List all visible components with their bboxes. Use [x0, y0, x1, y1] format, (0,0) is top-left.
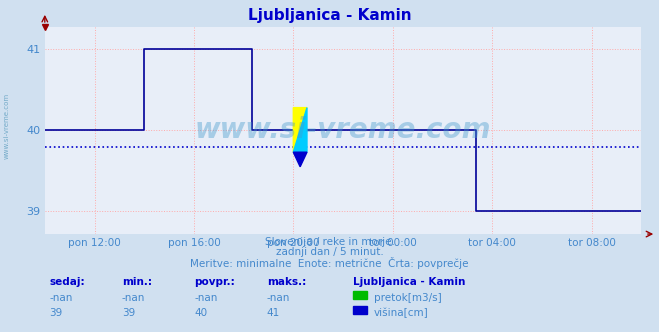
Polygon shape	[293, 108, 307, 152]
Text: Ljubljanica - Kamin: Ljubljanica - Kamin	[353, 277, 465, 287]
Polygon shape	[293, 152, 307, 167]
Text: maks.:: maks.:	[267, 277, 306, 287]
Text: www.si-vreme.com: www.si-vreme.com	[3, 93, 10, 159]
Text: zadnji dan / 5 minut.: zadnji dan / 5 minut.	[275, 247, 384, 257]
Text: -nan: -nan	[49, 293, 72, 303]
Text: Slovenija / reke in morje.: Slovenija / reke in morje.	[264, 237, 395, 247]
Text: Meritve: minimalne  Enote: metrične  Črta: povprečje: Meritve: minimalne Enote: metrične Črta:…	[190, 257, 469, 269]
Text: -nan: -nan	[267, 293, 290, 303]
Text: -nan: -nan	[122, 293, 145, 303]
Text: višina[cm]: višina[cm]	[374, 308, 428, 318]
Text: povpr.:: povpr.:	[194, 277, 235, 287]
Text: sedaj:: sedaj:	[49, 277, 85, 287]
Text: pretok[m3/s]: pretok[m3/s]	[374, 293, 442, 303]
Text: www.si-vreme.com: www.si-vreme.com	[195, 116, 491, 144]
Text: 39: 39	[122, 308, 135, 318]
Text: -nan: -nan	[194, 293, 217, 303]
Text: min.:: min.:	[122, 277, 152, 287]
Polygon shape	[293, 108, 307, 152]
Text: 40: 40	[194, 308, 208, 318]
Text: Ljubljanica - Kamin: Ljubljanica - Kamin	[248, 8, 411, 23]
Text: 39: 39	[49, 308, 63, 318]
Text: 41: 41	[267, 308, 280, 318]
